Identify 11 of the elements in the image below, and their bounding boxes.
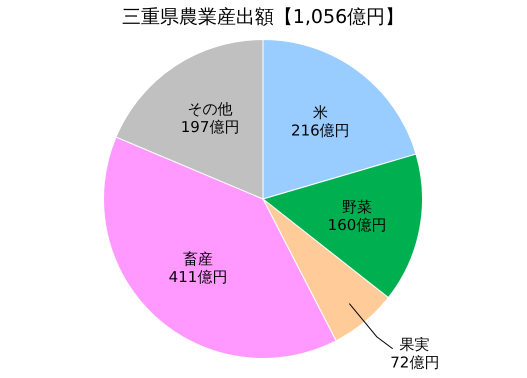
chart-title: 三重県農業産出額【1,056億円】 bbox=[122, 6, 404, 28]
slice-label: 果実 bbox=[400, 336, 430, 354]
slice-label: 畜産 bbox=[182, 250, 213, 268]
data-label: 216億円 bbox=[291, 121, 350, 140]
data-label: 160億円 bbox=[328, 216, 386, 234]
slice-label: その他 bbox=[188, 100, 233, 118]
data-label: 197億円 bbox=[180, 118, 240, 136]
slice-label: 米 bbox=[312, 103, 328, 122]
data-label: 72億円 bbox=[390, 354, 440, 372]
slice-label: 野菜 bbox=[342, 198, 372, 216]
data-label: 411億円 bbox=[168, 268, 228, 286]
